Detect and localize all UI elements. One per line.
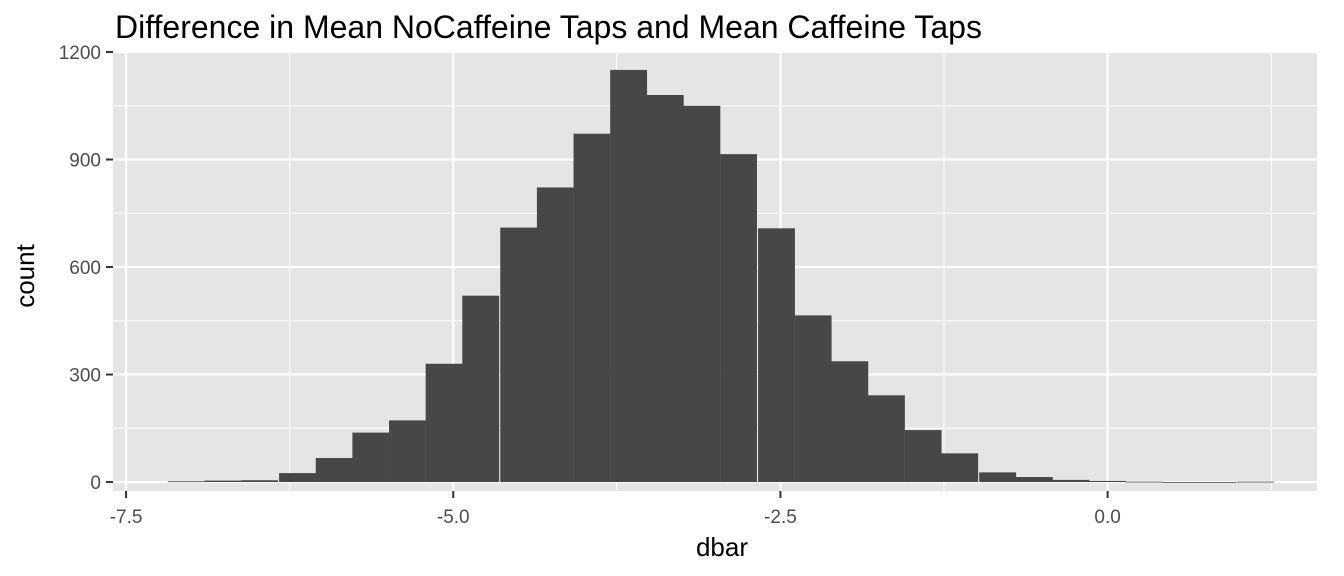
histogram-bar: [389, 420, 426, 483]
histogram-bar: [315, 458, 353, 483]
x-axis-title: dbar: [696, 532, 748, 562]
y-tick-label: 600: [69, 258, 101, 279]
histogram-bar: [500, 227, 538, 483]
axes: -7.5 -5.0 -2.5 0.0 0 300 600 900 1200: [59, 43, 1121, 528]
x-tick-label: -2.5: [764, 507, 797, 528]
histogram-bar: [610, 69, 648, 483]
histogram-bar: [1162, 482, 1200, 483]
histogram-bar: [1015, 477, 1053, 483]
histogram-bar: [1199, 482, 1236, 483]
histogram-bar: [831, 361, 869, 483]
histogram-bar: [279, 473, 316, 483]
histogram-bar: [646, 95, 684, 483]
y-tick-label: 1200: [59, 43, 101, 64]
histogram-bar: [979, 472, 1017, 483]
histogram-bar: [794, 315, 832, 483]
histogram-bar: [352, 432, 390, 483]
histogram-bar: [868, 395, 905, 483]
histogram-bar: [941, 453, 979, 483]
histogram-bar: [573, 133, 611, 483]
x-tick-label: 0.0: [1094, 507, 1120, 528]
histogram-bar: [683, 105, 721, 483]
x-tick-label: -7.5: [110, 507, 143, 528]
histogram-bar: [167, 481, 205, 483]
histogram-bar: [536, 187, 574, 483]
x-tick-label: -5.0: [437, 507, 470, 528]
y-tick-label: 0: [90, 473, 101, 494]
histogram-bar: [758, 228, 795, 483]
histogram-bar: [1052, 479, 1090, 483]
histogram-bar: [1125, 481, 1163, 483]
histogram-bar: [241, 480, 279, 483]
histogram-bar: [462, 295, 500, 483]
histogram-bar: [1089, 480, 1127, 483]
y-tick-label: 900: [69, 151, 101, 172]
histogram-bar: [204, 480, 242, 483]
y-axis-title: count: [10, 243, 40, 307]
histogram-bar: [425, 363, 463, 483]
histogram-bar: [1237, 481, 1274, 483]
chart-title: Difference in Mean NoCaffeine Taps and M…: [115, 9, 982, 45]
histogram-bars: [167, 69, 1274, 483]
y-tick-label: 300: [69, 366, 101, 387]
histogram-bar: [720, 154, 757, 483]
histogram-bar: [904, 430, 942, 483]
